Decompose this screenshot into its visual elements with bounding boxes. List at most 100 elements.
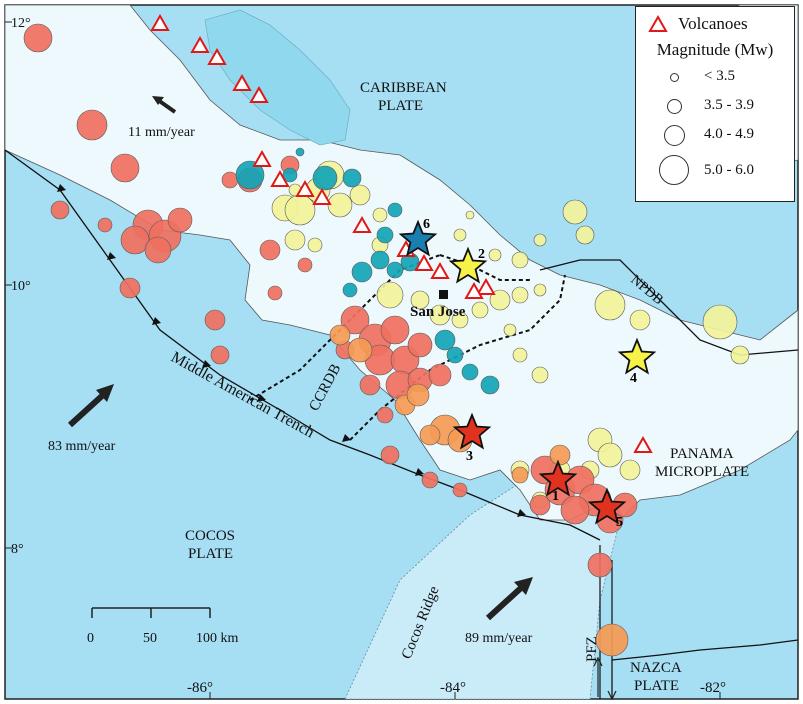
panama-label-1: PANAMA <box>670 446 734 462</box>
san-jose-marker <box>439 290 448 299</box>
lake-nicaragua <box>204 9 351 146</box>
cocos-east-velocity-arrow <box>485 577 533 621</box>
scale-tick-50: 50 <box>143 631 157 646</box>
cocos-label-2: PLATE <box>188 546 233 562</box>
earthquake-marker <box>453 228 467 242</box>
caribbean-velocity-label: 11 mm/year <box>128 125 195 140</box>
scale-tick-100: 100 km <box>196 631 239 646</box>
lat-label-10: 10° <box>11 279 31 294</box>
earthquake-marker <box>221 171 239 189</box>
earthquake-marker <box>204 309 226 331</box>
earthquake-marker <box>329 324 351 346</box>
caribbean-plate-label-1: CARIBBEAN <box>360 80 447 96</box>
earthquake-marker <box>562 199 588 225</box>
event-star-label: 2 <box>478 247 485 262</box>
event-star-label: 5 <box>616 515 623 530</box>
earthquake-marker <box>587 552 613 578</box>
earthquake-marker <box>347 337 373 363</box>
earthquake-marker <box>380 445 400 465</box>
earthquake-marker <box>471 301 489 319</box>
earthquake-marker <box>144 236 172 264</box>
earthquake-marker <box>533 283 547 297</box>
cocos-west-velocity-arrow <box>67 384 114 428</box>
volcano-icon <box>249 85 269 103</box>
volcano-icon <box>232 73 252 91</box>
earthquake-marker <box>702 304 738 340</box>
event-star-1 <box>538 459 578 497</box>
earthquake-marker <box>488 248 502 262</box>
trench-teeth <box>57 184 526 517</box>
volcano-icon <box>414 253 434 271</box>
earthquake-marker <box>419 424 441 446</box>
earthquake-marker <box>407 332 433 358</box>
legend-size-2-label: 3.5 - 3.9 <box>704 97 754 113</box>
earthquake-marker <box>511 251 529 269</box>
volcano-icon <box>312 187 332 205</box>
cocos-west-velocity-label: 83 mm/year <box>48 439 116 454</box>
nazca-label-1: NAZCA <box>630 660 682 676</box>
event-star-2 <box>448 246 488 284</box>
legend-size-2: 3.5 - 3.9 <box>636 94 794 120</box>
earthquake-marker <box>376 406 394 424</box>
earthquake-marker <box>235 160 265 190</box>
earthquake-marker <box>434 329 456 351</box>
volcano-icon <box>430 261 450 279</box>
cocos-east-velocity-label: 89 mm/year <box>465 631 533 646</box>
pfz-label: PFZ <box>584 636 600 662</box>
star-layer: 1 2 3 4 5 6 <box>398 217 657 530</box>
earthquake-marker <box>575 225 595 245</box>
legend: Volcanoes Magnitude (Mw) < 3.5 3.5 - 3.9… <box>635 6 795 202</box>
earthquake-marker <box>629 309 651 331</box>
earthquake-marker <box>386 261 404 279</box>
earthquake-marker <box>120 225 150 255</box>
earthquake-marker <box>560 495 590 525</box>
earthquake-marker <box>349 184 371 206</box>
earthquake-marker <box>340 305 370 335</box>
earthquake-marker <box>512 347 528 363</box>
pfz-motion-arrows <box>593 656 617 701</box>
earthquake-marker <box>370 250 390 270</box>
earthquake-marker <box>428 363 452 387</box>
volcano-icon <box>464 281 484 299</box>
earthquake-marker <box>619 459 641 481</box>
earthquake-marker <box>452 482 468 498</box>
earthquake-marker <box>549 444 571 466</box>
earthquake-marker <box>597 442 623 468</box>
frame-ticks <box>5 21 721 699</box>
volcano-legend-icon <box>648 15 668 32</box>
earthquake-marker <box>312 165 338 191</box>
caribbean-plate-label-2: PLATE <box>378 98 423 114</box>
ccrdb-line-north <box>439 254 530 281</box>
earthquake-marker <box>372 207 388 223</box>
earthquake-marker <box>480 375 500 395</box>
lon-label-84: -84° <box>440 680 466 696</box>
earthquake-marker <box>595 623 629 657</box>
lon-label-86: -86° <box>187 680 213 696</box>
earthquake-marker <box>50 200 70 220</box>
volcano-icon <box>476 277 496 295</box>
earthquake-marker <box>387 202 403 218</box>
earthquake-marker <box>267 285 283 301</box>
nazca-label-2: PLATE <box>634 678 679 694</box>
earthquake-marker <box>295 147 305 157</box>
event-star-label: 3 <box>466 449 473 464</box>
earthquake-marker <box>342 168 362 188</box>
legend-size-3-label: 4.0 - 4.9 <box>704 126 754 142</box>
lat-label-8: 8° <box>11 542 24 557</box>
earthquake-marker <box>119 277 141 299</box>
earthquake-marker <box>380 315 410 345</box>
earthquake-marker <box>110 153 140 183</box>
earthquake-marker <box>351 261 373 283</box>
earthquake-marker <box>446 346 464 364</box>
earthquake-marker <box>284 229 306 251</box>
earthquake-marker <box>594 289 626 321</box>
earthquake-marker <box>410 290 430 310</box>
earthquake-marker <box>461 363 479 381</box>
earthquake-marker <box>376 226 394 244</box>
event-star-label: 1 <box>552 489 559 504</box>
earthquake-marker <box>533 233 547 247</box>
earthquake-marker <box>297 257 313 273</box>
volcano-icon <box>352 215 372 233</box>
earthquake-marker <box>23 23 53 53</box>
earthquake-marker <box>359 374 381 396</box>
